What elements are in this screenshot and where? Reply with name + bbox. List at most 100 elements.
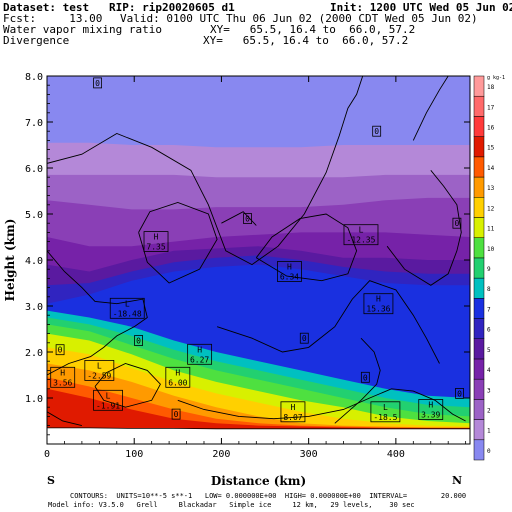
- extrema-value: 8.07: [283, 413, 302, 422]
- colorbar-label: 8: [487, 286, 491, 293]
- x-tick-label: 200: [212, 449, 230, 460]
- x-tick-label: 0: [44, 449, 50, 460]
- high-label: H3.56: [50, 366, 76, 388]
- extrema-type: H: [287, 263, 292, 272]
- colorbar-label: 9: [487, 266, 491, 273]
- colorbar-swatch: [473, 378, 485, 400]
- colorbar-swatch: [473, 318, 485, 339]
- divergence-contour-3: [47, 250, 148, 376]
- extrema-box: [277, 261, 302, 282]
- colorbar-swatch: [473, 217, 485, 238]
- extrema-type: H: [428, 401, 433, 410]
- colorbar-label: 10: [487, 246, 495, 253]
- extrema-value: -2.59: [87, 371, 111, 380]
- y-tick-label: 3.0: [25, 302, 43, 313]
- zero-label-box: [93, 77, 102, 89]
- colorbar-label: 14: [487, 165, 495, 172]
- extrema-type: H: [154, 233, 159, 242]
- x-tick-label: 400: [387, 449, 405, 460]
- colorbar-swatch: [473, 419, 485, 441]
- extrema-box: [187, 343, 213, 365]
- low-label: L-1.91: [93, 389, 123, 411]
- divergence-contour-2: [255, 213, 358, 282]
- high-label: H15.36: [363, 293, 394, 315]
- zero-label-text: 0: [174, 410, 179, 419]
- extrema-box: [165, 366, 191, 388]
- extrema-box: [109, 297, 145, 319]
- high-label: H7.35: [143, 231, 169, 253]
- y-tick-label: 7.0: [25, 118, 43, 129]
- low-label: L-12.35: [343, 224, 379, 246]
- extrema-type: L: [359, 226, 364, 235]
- x-axis-label: Distance (km): [211, 474, 306, 488]
- extrema-type: L: [125, 299, 130, 308]
- colorbar-label: 0: [487, 448, 491, 455]
- colorbar-swatch: [473, 95, 485, 117]
- field1-xy-line: XY= 65.5, 16.4 to 66.0, 57.2: [210, 23, 416, 36]
- extrema-box: [84, 359, 115, 381]
- contours-info: CONTOURS: UNITS=10**-5 s**-1 LOW= 0.0000…: [70, 492, 467, 500]
- y-tick-label: 6.0: [25, 164, 43, 175]
- colorbar-label: 1: [487, 428, 491, 435]
- extrema-type: H: [197, 345, 202, 354]
- zero-label-text: 0: [58, 346, 63, 355]
- zero-label-box: [372, 125, 382, 137]
- extrema-value: 15.36: [366, 305, 390, 314]
- extrema-type: H: [60, 368, 65, 377]
- colorbar-label: 18: [487, 84, 495, 91]
- colorbar-swatch: [473, 75, 485, 97]
- extrema-box: [418, 399, 444, 420]
- colorbar-swatch: [473, 399, 485, 420]
- zero-contour-label: 0: [299, 332, 309, 344]
- zero-label-box: [55, 344, 65, 356]
- extrema-value: 7.35: [146, 243, 165, 252]
- zero-label-text: 0: [245, 215, 250, 224]
- colorbar-swatch: [473, 298, 485, 319]
- colorbar-label: 13: [487, 185, 495, 192]
- field1-line: Water vapor mixing ratio: [3, 23, 162, 36]
- colorbar-label: 17: [487, 104, 495, 111]
- colorbar-label: 12: [487, 205, 495, 212]
- zero-contour-label: 0: [360, 371, 370, 383]
- zero-label-box: [171, 408, 181, 420]
- start-end-label: S: [47, 474, 55, 487]
- divergence-contour-6: [216, 280, 440, 364]
- divergence-contour-0: [47, 76, 364, 266]
- colorbar-swatch: [473, 176, 485, 198]
- extrema-box: [370, 401, 401, 423]
- divergence-contour-9: [412, 76, 449, 141]
- y-tick-label: 2.0: [25, 348, 43, 359]
- zero-contour-label: 0: [171, 408, 181, 420]
- y-tick-label: 5.0: [25, 210, 43, 221]
- extrema-type: H: [291, 403, 296, 412]
- extrema-box: [93, 389, 123, 411]
- extrema-type: L: [383, 403, 388, 412]
- zero-contour-label: 0: [452, 217, 462, 229]
- dataset-line: Dataset: test RIP: rip20020605 d1: [3, 1, 235, 14]
- zero-contour-label: 0: [372, 125, 382, 137]
- colorbar-swatch: [473, 116, 485, 137]
- extrema-value: -1.91: [96, 401, 120, 410]
- zero-label-text: 0: [95, 79, 100, 88]
- plot-area: [47, 76, 470, 444]
- zero-label-box: [455, 387, 464, 399]
- colorbar-label: 4: [487, 367, 491, 374]
- zero-contour-label: 0: [243, 213, 252, 225]
- high-label: H8.07: [280, 401, 306, 423]
- zero-label-text: 0: [136, 337, 141, 346]
- extrema-value: -18.5: [373, 413, 397, 422]
- zero-contour-label: 0: [455, 387, 464, 399]
- zero-contour-label: 0: [55, 344, 65, 356]
- colorbar-label: 11: [487, 226, 495, 233]
- colorbar-label: 16: [487, 125, 495, 132]
- divergence-contour-5: [47, 411, 83, 427]
- extrema-box: [343, 224, 379, 246]
- zero-label-box: [452, 217, 462, 229]
- colorbar-swatch: [473, 136, 485, 158]
- field2-line: Divergence: [3, 34, 70, 47]
- colorbar-swatch: [473, 156, 485, 178]
- model-info: Model info: V3.5.0 Grell Blackadar Simpl…: [48, 501, 415, 509]
- colorbar-unit: g kg-1: [487, 75, 505, 81]
